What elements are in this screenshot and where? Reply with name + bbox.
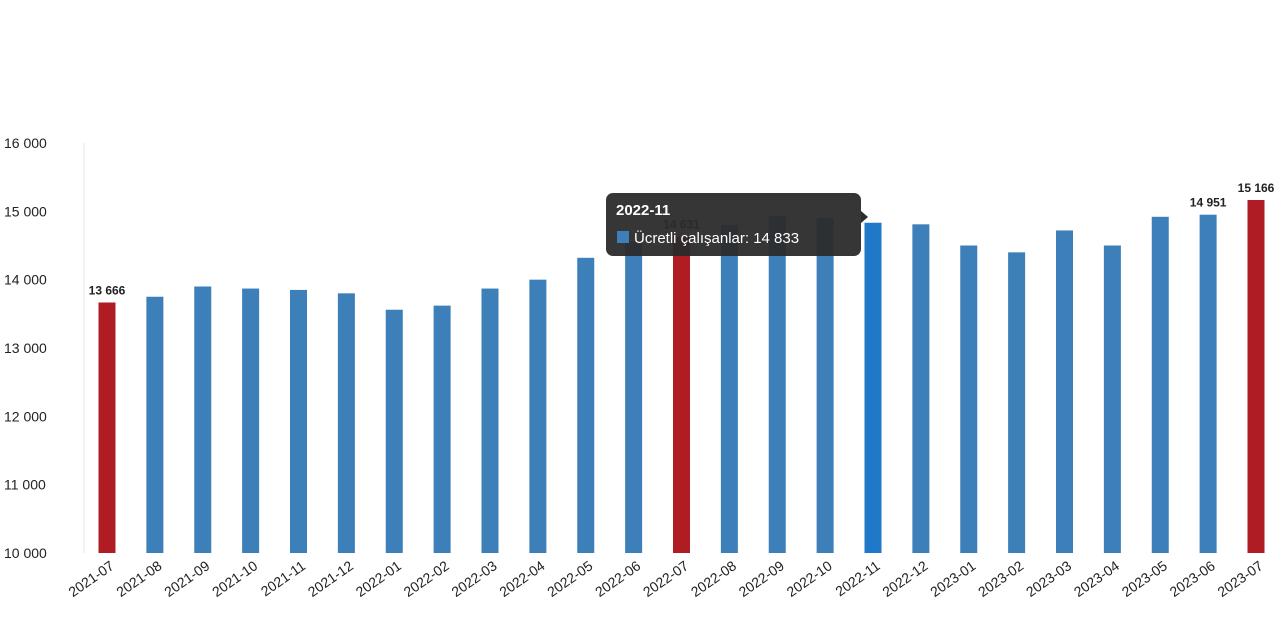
bar-2021-12 bbox=[337, 293, 355, 553]
y-tick-label: 12 000 bbox=[4, 408, 47, 424]
x-tick-label: 2021-11 bbox=[258, 557, 309, 599]
bar-2023-01 bbox=[960, 245, 978, 553]
bars-group bbox=[98, 199, 1265, 554]
bar-2021-08 bbox=[146, 296, 164, 553]
x-tick-label: 2023-01 bbox=[927, 557, 978, 600]
x-tick-label: 2021-07 bbox=[65, 557, 116, 600]
data-label: 14 951 bbox=[1190, 196, 1227, 210]
x-tick-label: 2021-10 bbox=[209, 557, 260, 600]
bar-2022-03 bbox=[481, 288, 499, 553]
bar-2021-11 bbox=[290, 289, 307, 553]
x-tick-label: 2022-10 bbox=[784, 557, 835, 600]
x-tick-label: 2021-09 bbox=[161, 557, 212, 600]
y-tick-label: 10 000 bbox=[4, 545, 47, 561]
bar-2023-04 bbox=[1103, 245, 1121, 553]
x-tick-label: 2022-04 bbox=[496, 557, 547, 600]
x-tick-label: 2022-12 bbox=[879, 557, 930, 600]
x-tick-label: 2022-06 bbox=[592, 557, 643, 600]
x-tick-label: 2023-04 bbox=[1071, 557, 1122, 600]
bar-2022-05 bbox=[577, 257, 595, 553]
bar-2021-10 bbox=[242, 288, 260, 553]
y-tick-label: 16 000 bbox=[4, 135, 47, 151]
y-tick-label: 11 000 bbox=[4, 477, 46, 493]
x-tick-label: 2022-11 bbox=[832, 557, 883, 599]
bar-2022-01 bbox=[385, 309, 403, 553]
bar-2022-08 bbox=[720, 225, 738, 553]
y-tick-label: 15 000 bbox=[4, 203, 47, 219]
x-tick-label: 2023-07 bbox=[1214, 557, 1265, 600]
bar-2022-12 bbox=[912, 224, 930, 554]
x-tick-label: 2023-02 bbox=[975, 557, 1026, 600]
x-tick-label: 2022-03 bbox=[448, 557, 499, 600]
x-tick-label: 2022-08 bbox=[688, 557, 739, 600]
bar-2023-03 bbox=[1056, 230, 1073, 553]
data-label: 13 666 bbox=[89, 283, 126, 297]
tooltip: 2022-11 Ücretli çalışanlar: 14 833 bbox=[606, 193, 868, 256]
data-label: 15 166 bbox=[1238, 181, 1275, 195]
bar-2021-07 bbox=[98, 302, 116, 553]
x-tick-label: 2022-05 bbox=[544, 557, 595, 600]
bar-2022-10 bbox=[816, 218, 834, 553]
tooltip-box bbox=[606, 193, 861, 256]
tooltip-series-value: Ücretli çalışanlar: 14 833 bbox=[634, 229, 799, 247]
x-tick-label: 2023-06 bbox=[1167, 557, 1218, 600]
x-tick-label: 2021-12 bbox=[305, 557, 356, 600]
bar-2023-02 bbox=[1008, 252, 1026, 554]
bar-2022-04 bbox=[529, 279, 547, 553]
x-axis: 2021-072021-082021-092021-102021-112021-… bbox=[65, 557, 1265, 600]
bar-2023-06 bbox=[1199, 214, 1217, 553]
tooltip-title: 2022-11 bbox=[616, 202, 670, 219]
bar-2022-09 bbox=[768, 216, 786, 553]
bar-2022-02 bbox=[433, 305, 451, 553]
x-tick-label: 2022-02 bbox=[401, 557, 452, 600]
x-tick-label: 2023-03 bbox=[1023, 557, 1074, 600]
bar-2022-06 bbox=[625, 241, 643, 553]
bar-2022-11 bbox=[864, 222, 882, 553]
y-tick-label: 14 000 bbox=[4, 272, 47, 288]
y-axis: 10 000 11 000 12 000 13 000 14 000 15 000 16 0… bbox=[4, 135, 85, 561]
bar-2021-09 bbox=[194, 286, 212, 553]
bar-2023-07 bbox=[1247, 199, 1265, 554]
bar-2023-05 bbox=[1151, 216, 1169, 554]
x-tick-label: 2022-07 bbox=[640, 557, 691, 600]
y-tick-label: 13 000 bbox=[4, 340, 47, 356]
x-tick-label: 2022-01 bbox=[353, 557, 404, 600]
x-tick-label: 2022-09 bbox=[736, 557, 787, 600]
x-tick-label: 2021-08 bbox=[113, 557, 164, 600]
bar-2022-07 bbox=[673, 236, 690, 553]
tooltip-series-swatch bbox=[617, 231, 629, 243]
tooltip-arrow bbox=[861, 211, 868, 223]
x-tick-label: 2023-05 bbox=[1119, 557, 1170, 600]
